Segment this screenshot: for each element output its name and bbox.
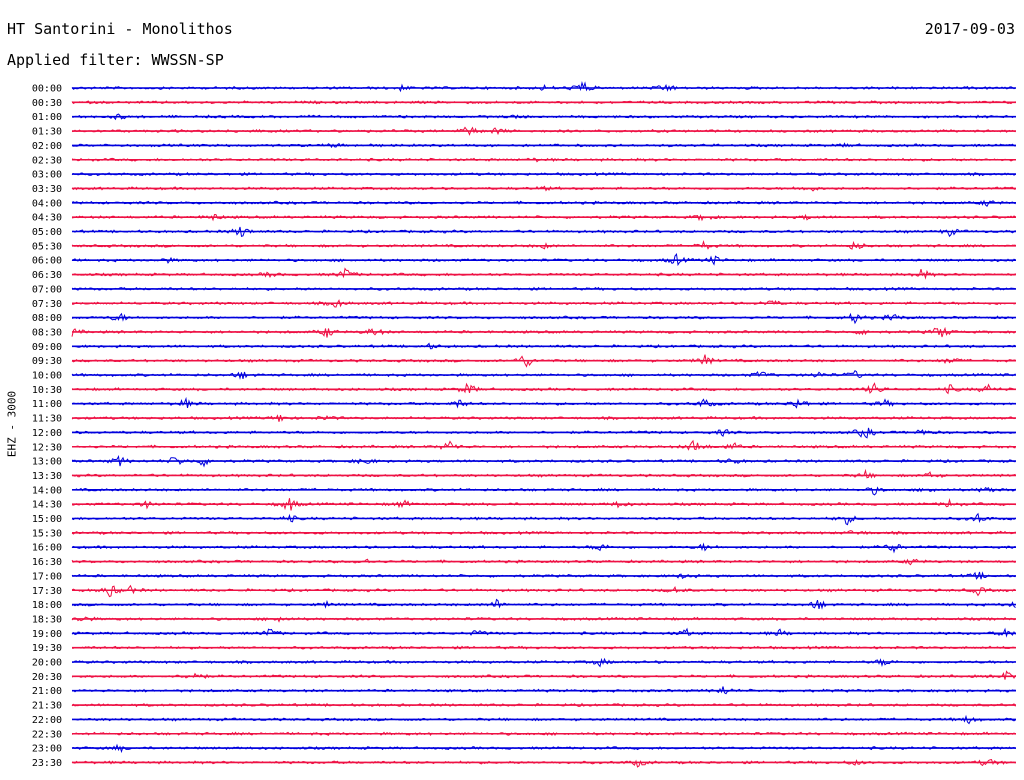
row-time-label: 07:00 <box>32 284 62 295</box>
row-time-label: 17:00 <box>32 571 62 582</box>
trace-0830 <box>71 326 1016 338</box>
row-time-label: 06:30 <box>32 270 62 281</box>
row-time-label: 21:30 <box>32 701 62 712</box>
row-time-label: 01:30 <box>32 127 62 138</box>
row-time-label: 16:30 <box>32 557 62 568</box>
row-time-label: 15:00 <box>32 514 62 525</box>
row-time-label: 04:00 <box>32 198 62 209</box>
row-time-label: 07:30 <box>32 299 62 310</box>
row-time-label: 03:30 <box>32 184 62 195</box>
row-time-label: 01:00 <box>32 112 62 123</box>
row-time-label: 00:30 <box>32 98 62 109</box>
trace-1330 <box>71 468 1016 479</box>
date-label: 2017-09-03 <box>924 20 1015 38</box>
row-time-label: 18:30 <box>32 614 62 625</box>
row-time-label: 17:30 <box>32 586 62 597</box>
row-time-label: 08:30 <box>32 327 62 338</box>
row-time-label: 16:00 <box>32 543 62 554</box>
trace-0630 <box>71 267 1016 280</box>
row-time-label: 11:30 <box>32 414 62 425</box>
trace-1230 <box>71 439 1016 451</box>
row-time-label: 21:00 <box>32 686 62 697</box>
trace-2030 <box>71 670 1016 680</box>
row-time-label: 05:30 <box>32 241 62 252</box>
row-time-label: 00:00 <box>32 84 62 95</box>
row-time-label: 20:00 <box>32 658 62 669</box>
row-time-label: 10:30 <box>32 385 62 396</box>
row-time-label: 23:30 <box>32 758 62 769</box>
row-time-label: 12:30 <box>32 442 62 453</box>
trace-1730 <box>71 584 1016 598</box>
row-time-label: 09:00 <box>32 342 62 353</box>
trace-1600 <box>71 542 1016 554</box>
row-time-label: 19:30 <box>32 643 62 654</box>
trace-0000 <box>71 80 1016 93</box>
row-time-label: 02:00 <box>32 141 62 152</box>
row-time-label: 13:00 <box>32 457 62 468</box>
row-time-label: 19:00 <box>32 629 62 640</box>
row-time-label: 14:30 <box>32 500 62 511</box>
filter-label: Applied filter: WWSSN-SP <box>7 51 224 69</box>
row-time-label: 18:00 <box>32 600 62 611</box>
station-title: HT Santorini - Monolithos <box>7 20 233 38</box>
row-time-label: 04:30 <box>32 213 62 224</box>
row-time-label: 11:00 <box>32 399 62 410</box>
row-time-label: 05:00 <box>32 227 62 238</box>
trace-1030 <box>71 382 1016 395</box>
trace-1900 <box>71 627 1016 638</box>
row-time-label: 10:00 <box>32 371 62 382</box>
row-time-label: 22:30 <box>32 729 62 740</box>
row-time-label: 02:30 <box>32 155 62 166</box>
row-time-label: 12:00 <box>32 428 62 439</box>
row-time-label: 06:00 <box>32 256 62 267</box>
trace-1400 <box>71 486 1016 496</box>
row-time-label: 09:30 <box>32 356 62 367</box>
row-time-label: 15:30 <box>32 528 62 539</box>
row-time-label: 08:00 <box>32 313 62 324</box>
row-time-label: 22:00 <box>32 715 62 726</box>
row-time-label: 23:00 <box>32 744 62 755</box>
row-time-label: 20:30 <box>32 672 62 683</box>
row-time-label: 03:00 <box>32 170 62 181</box>
row-time-label: 13:30 <box>32 471 62 482</box>
row-time-label: 14:00 <box>32 485 62 496</box>
